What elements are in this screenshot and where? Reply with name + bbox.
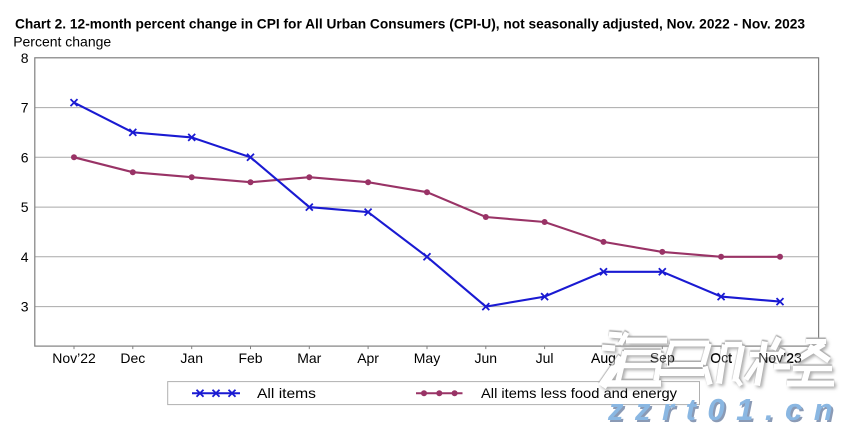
- svg-text:8: 8: [21, 50, 29, 66]
- svg-text:Apr: Apr: [357, 350, 379, 366]
- svg-text:7: 7: [21, 100, 29, 116]
- svg-text:Percent change: Percent change: [13, 34, 111, 50]
- svg-text:Jul: Jul: [536, 350, 554, 366]
- svg-text:zzrt01.cn: zzrt01.cn: [607, 392, 844, 426]
- svg-text:Mar: Mar: [297, 350, 321, 366]
- svg-text:Jan: Jan: [180, 350, 203, 366]
- svg-text:Nov’23: Nov’23: [758, 349, 802, 365]
- svg-text:4: 4: [21, 249, 29, 265]
- svg-text:Sep: Sep: [650, 349, 675, 365]
- svg-text:zzrt01.cn: zzrt01.cn: [609, 394, 844, 426]
- svg-text:Chart 2. 12-month percent chan: Chart 2. 12-month percent change in CPI …: [15, 15, 805, 31]
- svg-text:Nov’22: Nov’22: [52, 350, 96, 366]
- svg-text:Aug: Aug: [591, 349, 616, 365]
- svg-text:Aug: Aug: [591, 350, 616, 366]
- svg-text:Oct: Oct: [710, 349, 732, 365]
- svg-text:3: 3: [21, 299, 29, 315]
- svg-text:All items: All items: [257, 385, 316, 401]
- svg-text:Feb: Feb: [238, 350, 262, 366]
- svg-text:Jun: Jun: [475, 350, 498, 366]
- svg-text:Dec: Dec: [120, 350, 145, 366]
- svg-text:5: 5: [21, 199, 29, 215]
- svg-text:All items less food and energy: All items less food and energy: [481, 385, 677, 401]
- svg-text:6: 6: [21, 149, 29, 165]
- svg-text:May: May: [414, 350, 440, 366]
